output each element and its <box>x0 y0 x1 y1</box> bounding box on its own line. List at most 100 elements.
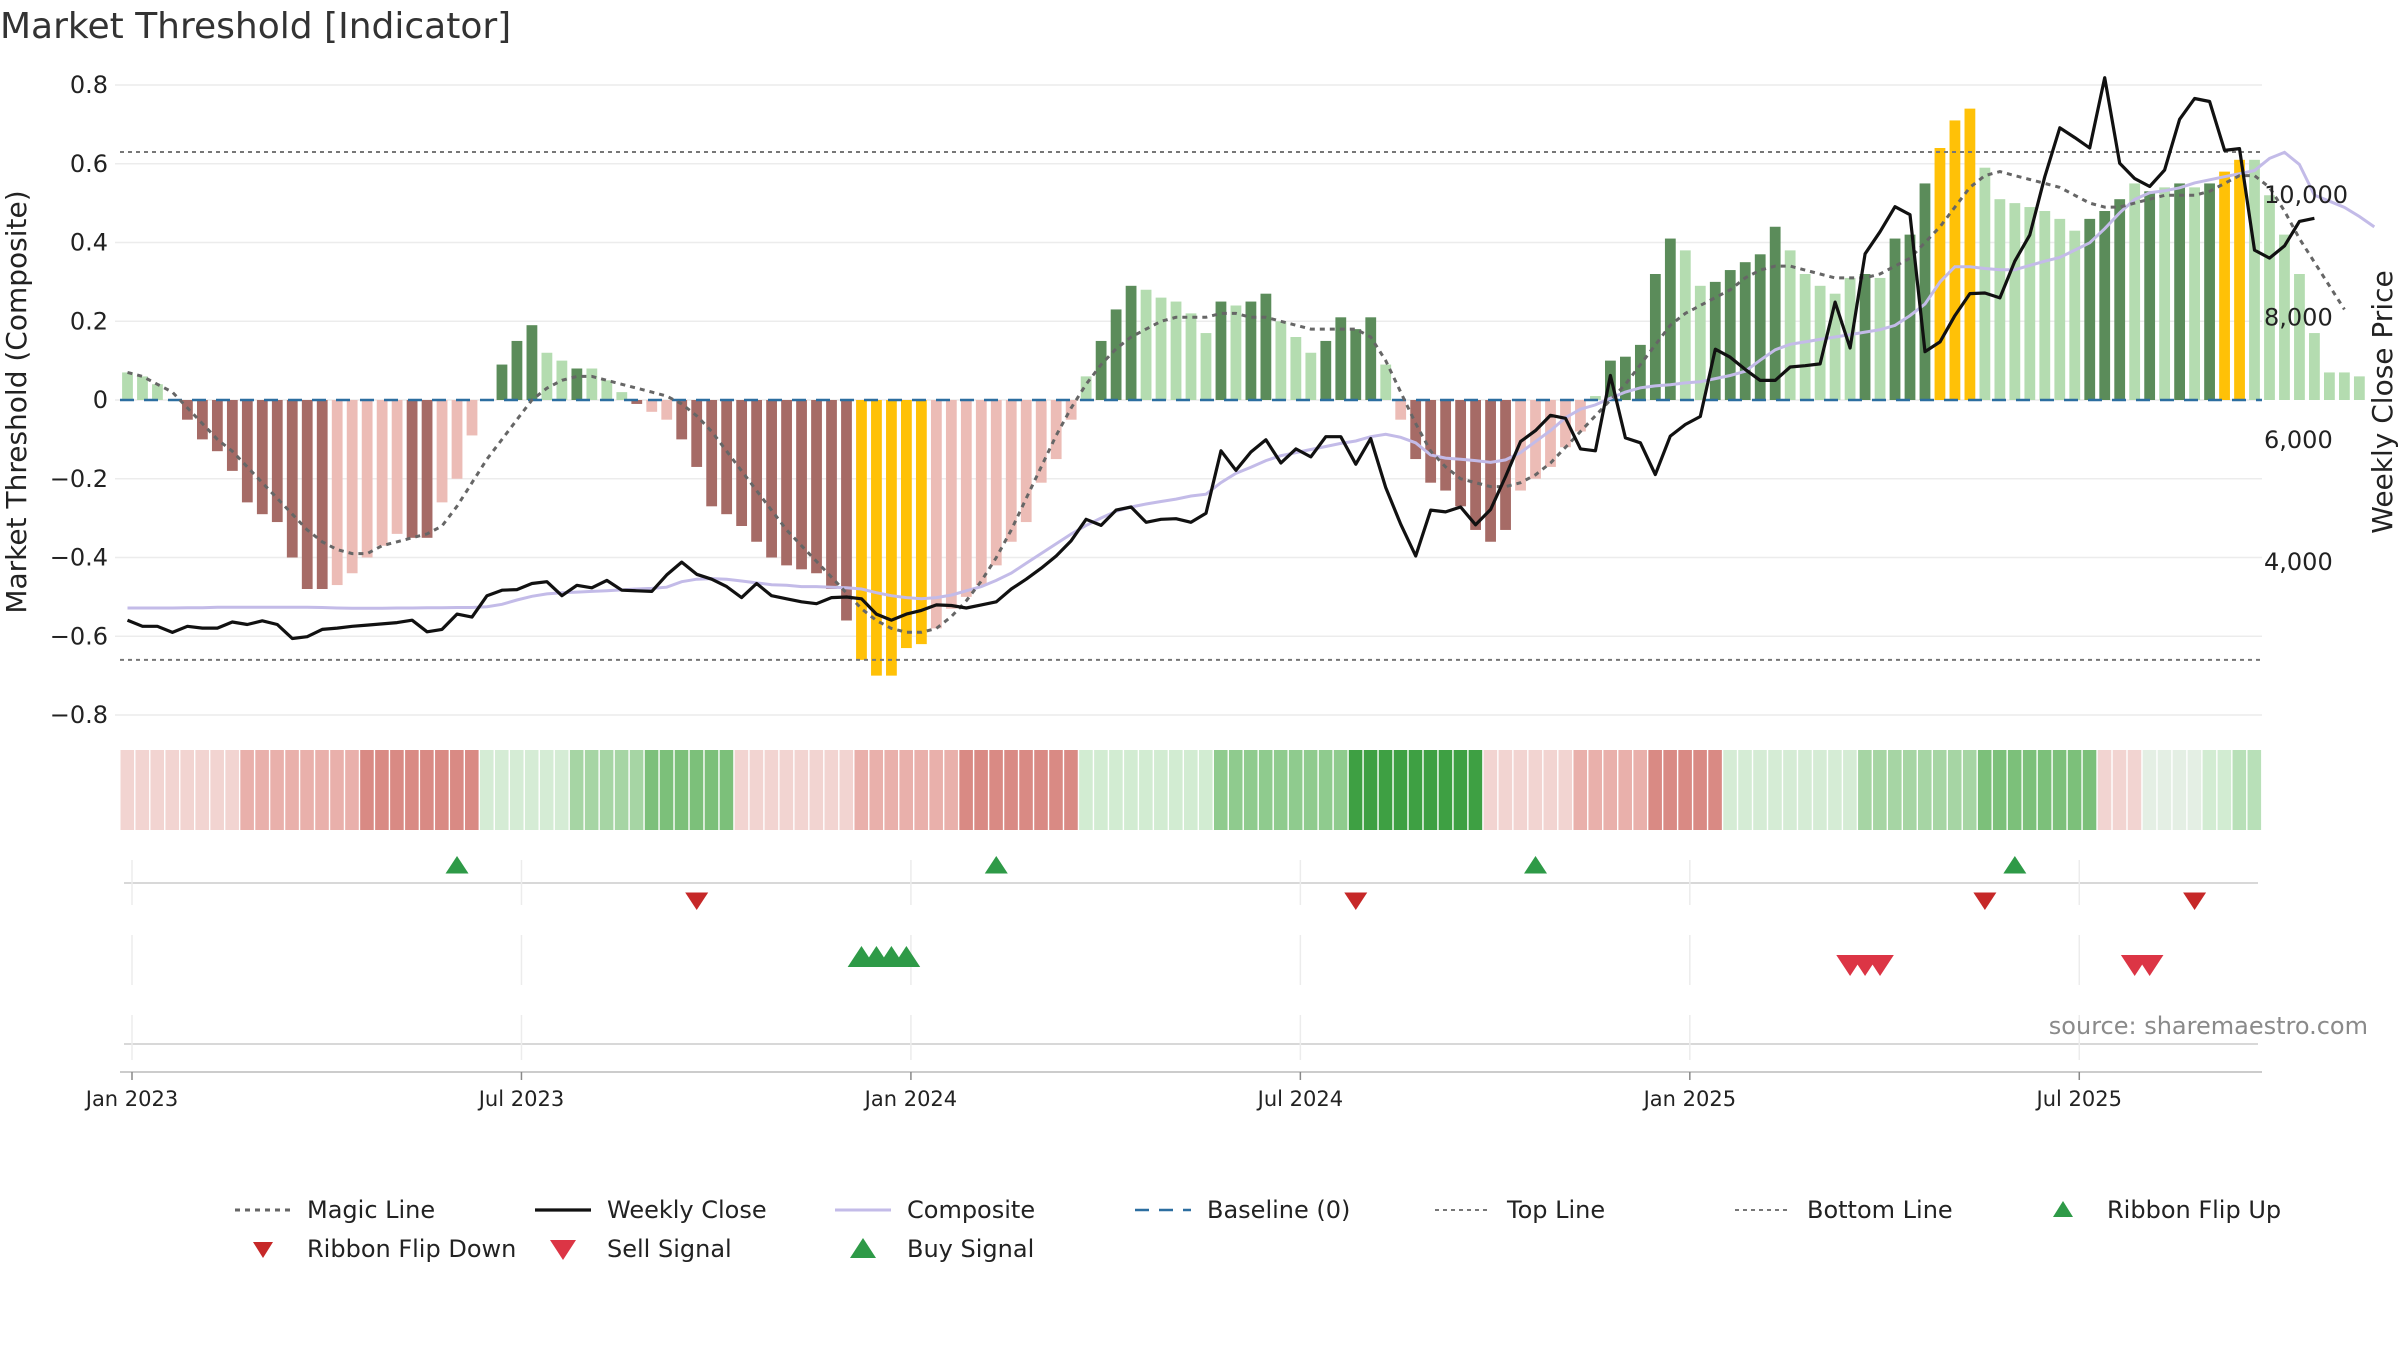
right-y-ticks: 10,000 8,000 6,000 4,000 <box>2264 181 2348 576</box>
legend-swatch-buy <box>850 1238 876 1258</box>
ribbon-cell <box>674 750 689 830</box>
ribbon-flip-up-marker <box>984 856 1008 874</box>
composite-bar <box>2204 183 2215 400</box>
ribbon-cell <box>1019 750 1033 830</box>
composite-bar <box>196 400 208 440</box>
composite-bar <box>691 400 703 467</box>
composite-bar <box>376 400 388 546</box>
ribbon-cell <box>944 750 958 830</box>
legend-label: Buy Signal <box>907 1235 1034 1263</box>
ribbon-cell <box>1483 750 1498 830</box>
ribbon-flip-up-marker <box>2003 856 2027 874</box>
ribbon-cell <box>165 750 180 830</box>
ribbon-flip-down-marker <box>1344 892 1368 910</box>
ribbon-cell <box>1603 750 1618 830</box>
composite-bar <box>1350 329 1362 400</box>
ribbon-cell <box>1288 750 1303 830</box>
x-tick-label: Jan 2025 <box>1642 1087 1737 1111</box>
ribbon-cell <box>1873 750 1887 830</box>
composite-bar <box>1889 238 1901 400</box>
composite-bar <box>1769 226 1781 400</box>
ribbon-cell <box>2007 750 2022 830</box>
ribbon-cell <box>569 750 584 830</box>
ribbon-cell <box>1678 750 1692 830</box>
composite-bar <box>945 400 957 609</box>
ribbon-cell <box>345 750 359 830</box>
composite-bar <box>556 360 568 400</box>
ribbon-cell <box>2202 750 2217 830</box>
ribbon-cell <box>2157 750 2172 830</box>
ribbon-cell <box>1962 750 1977 830</box>
composite-bar <box>975 400 987 586</box>
composite-bar <box>211 400 223 452</box>
composite-bar <box>930 400 942 629</box>
legend-item-composite: Composite <box>835 1196 1035 1224</box>
ribbon-cell <box>1723 750 1737 830</box>
ribbon-cell <box>1154 750 1168 830</box>
composite-bar <box>1260 293 1272 400</box>
ribbon-cell <box>150 750 165 830</box>
ribbon-cell <box>1079 750 1093 830</box>
ribbon-cell <box>1798 750 1812 830</box>
ribbon-cell <box>1333 750 1348 830</box>
ribbon-cell <box>644 750 659 830</box>
composite-bar <box>856 400 867 660</box>
legend-label: Ribbon Flip Up <box>2107 1196 2281 1224</box>
composite-bar <box>2309 333 2320 400</box>
composite-bar <box>1829 293 1841 400</box>
ribbon-cell <box>1648 750 1662 830</box>
ribbon-cell <box>1438 750 1453 830</box>
composite-bar <box>1185 313 1197 400</box>
legend-swatch-flip-up <box>2053 1201 2073 1217</box>
composite-bar <box>226 400 238 471</box>
composite-bar <box>391 400 403 534</box>
legend-label: Magic Line <box>307 1196 435 1224</box>
composite-bar <box>1050 400 1062 460</box>
ribbon-cell <box>719 750 734 830</box>
ribbon-cell <box>1273 750 1288 830</box>
chart-title: Market Threshold [Indicator] <box>0 6 511 47</box>
ribbon-cell <box>2067 750 2082 830</box>
ribbon-cell <box>2037 750 2052 830</box>
ribbon-flip-down-marker <box>1973 892 1997 910</box>
composite-bar <box>960 400 972 597</box>
ribbon-cell <box>375 750 389 830</box>
composite-bar <box>616 392 628 400</box>
legend-item-sell: Sell Signal <box>550 1235 732 1263</box>
composite-bar <box>1110 309 1122 400</box>
ribbon-cell <box>2022 750 2037 830</box>
composite-bar <box>1170 301 1182 400</box>
ribbon-flip-up-marker <box>445 856 469 874</box>
composite-bar <box>1425 400 1437 483</box>
composite-bar <box>1470 400 1481 530</box>
ribbon-cell <box>1573 750 1588 830</box>
left-y-axis-label: Market Threshold (Composite) <box>0 190 33 613</box>
x-tick-label: Jan 2024 <box>863 1087 958 1111</box>
composite-bar <box>2114 199 2126 400</box>
source-credit: source: sharemaestro.com <box>2049 1012 2368 1040</box>
composite-bar <box>526 325 538 400</box>
ribbon-cell <box>974 750 988 830</box>
composite-bar <box>1979 167 1991 400</box>
composite-bar <box>1649 274 1661 400</box>
ribbon-cell <box>749 750 764 830</box>
ribbon-cell <box>1363 750 1378 830</box>
ribbon-cell <box>1858 750 1872 830</box>
ribbon-cell <box>210 750 224 830</box>
composite-bar <box>2324 372 2335 400</box>
composite-bar <box>1065 400 1077 420</box>
composite-bar <box>1455 400 1467 507</box>
ribbon-cell <box>779 750 794 830</box>
composite-bar <box>2174 183 2186 400</box>
ribbon-cell <box>135 750 150 830</box>
composite-bar <box>571 368 583 400</box>
composite-bar <box>2338 372 2350 400</box>
composite-bar <box>751 400 763 542</box>
composite-bar <box>451 400 463 479</box>
ribbon-cell <box>1498 750 1513 830</box>
composite-bar <box>631 400 643 404</box>
composite-bar <box>1590 396 1601 400</box>
ribbon-cell <box>1423 750 1438 830</box>
ribbon-cell <box>1753 750 1767 830</box>
